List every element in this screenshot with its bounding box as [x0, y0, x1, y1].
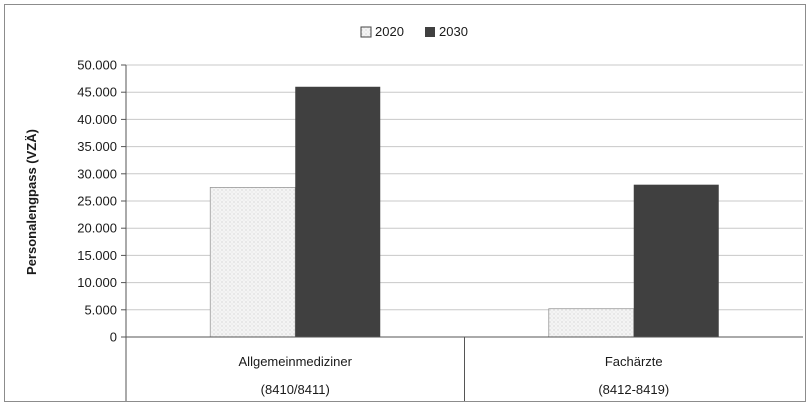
x-axis: Allgemeinmediziner (8410/8411) Fachärzte (8…: [125, 65, 803, 401]
y-tick-label: 20.000: [77, 221, 117, 236]
x-tick-label: Allgemeinmediziner: [239, 354, 353, 369]
y-tick-label: 50.000: [77, 58, 117, 73]
y-tick-label: 0: [110, 330, 117, 345]
legend-swatch-2020: [360, 26, 372, 38]
legend-label-2030: 2030: [439, 24, 468, 39]
y-tick-label: 30.000: [77, 166, 117, 181]
y-tick-label: 10.000: [77, 275, 117, 290]
bar-2020-allgemeinmediziner: [209, 186, 296, 338]
legend-label-2020: 2020: [375, 24, 404, 39]
x-tick-label: Fachärzte: [605, 354, 663, 369]
y-tick-label: 25.000: [77, 194, 117, 209]
bar-2020-fachaerzte: [548, 308, 635, 338]
x-tick-sublabel: (8410/8411): [261, 382, 330, 397]
bar-2030-allgemeinmediziner: [295, 86, 381, 337]
y-tick-label: 15.000: [77, 248, 117, 263]
legend: 2020 2030: [360, 24, 468, 39]
legend-swatch-2030: [425, 27, 435, 37]
y-axis-ticks: 0 5.000 10.000 15.000 20.000 25.000 30.000 35.0…: [77, 58, 126, 345]
bar-2030-fachaerzte: [633, 184, 719, 337]
bar-chart: 2020 2030 Personalengpass (VZÄ) 0 5.000 10…: [24, 24, 803, 401]
y-tick-label: 40.000: [77, 112, 117, 127]
y-axis-title: Personalengpass (VZÄ): [24, 129, 39, 275]
y-tick-label: 45.000: [77, 85, 117, 100]
chart-frame: 2020 2030 Personalengpass (VZÄ) 0 5.000 10…: [4, 4, 806, 402]
bars: [209, 86, 719, 338]
x-tick-sublabel: (8412-8419): [598, 382, 669, 397]
y-tick-label: 35.000: [77, 139, 117, 154]
y-tick-label: 5.000: [84, 302, 117, 317]
